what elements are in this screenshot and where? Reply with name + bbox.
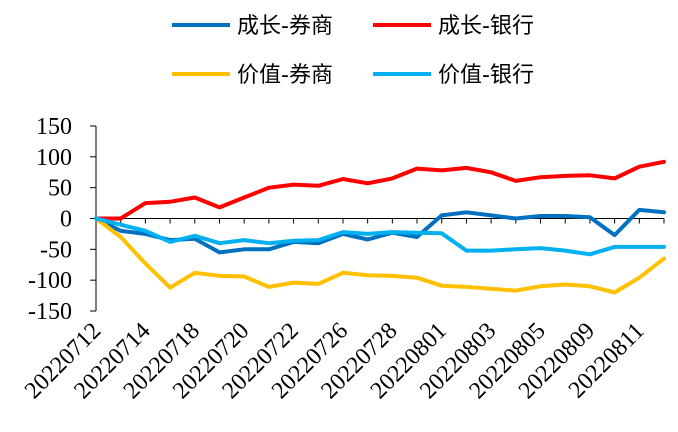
legend-item-2: 成长-银行 — [373, 14, 534, 39]
y-tick-label: 0 — [60, 207, 72, 233]
series-line-4 — [94, 216, 666, 257]
x-axis: 2022071220220714202207182022072020220722… — [20, 218, 665, 404]
y-tick-label: -100 — [28, 268, 72, 294]
legend-item-1: 成长-券商 — [172, 14, 333, 39]
y-tick-label: -50 — [40, 237, 72, 263]
y-axis: 150 100 50 0 -50 -100 -150 — [28, 114, 97, 325]
series-layer — [94, 159, 666, 295]
y-tick-label: 150 — [36, 114, 72, 140]
y-tick-label: 50 — [48, 176, 72, 202]
legend-label: 价值-券商 — [237, 63, 333, 88]
legend-label: 价值-银行 — [438, 63, 534, 88]
legend-item-3: 价值-券商 — [172, 63, 333, 88]
y-tick-label: -150 — [28, 299, 72, 325]
y-tick-label: 100 — [36, 145, 72, 171]
legend-label: 成长-券商 — [237, 14, 333, 39]
legend-item-4: 价值-银行 — [373, 63, 534, 88]
legend-label: 成长-银行 — [438, 14, 534, 39]
series-line-3 — [94, 216, 666, 295]
series-line-2 — [94, 159, 666, 221]
series-line-1 — [94, 207, 666, 255]
